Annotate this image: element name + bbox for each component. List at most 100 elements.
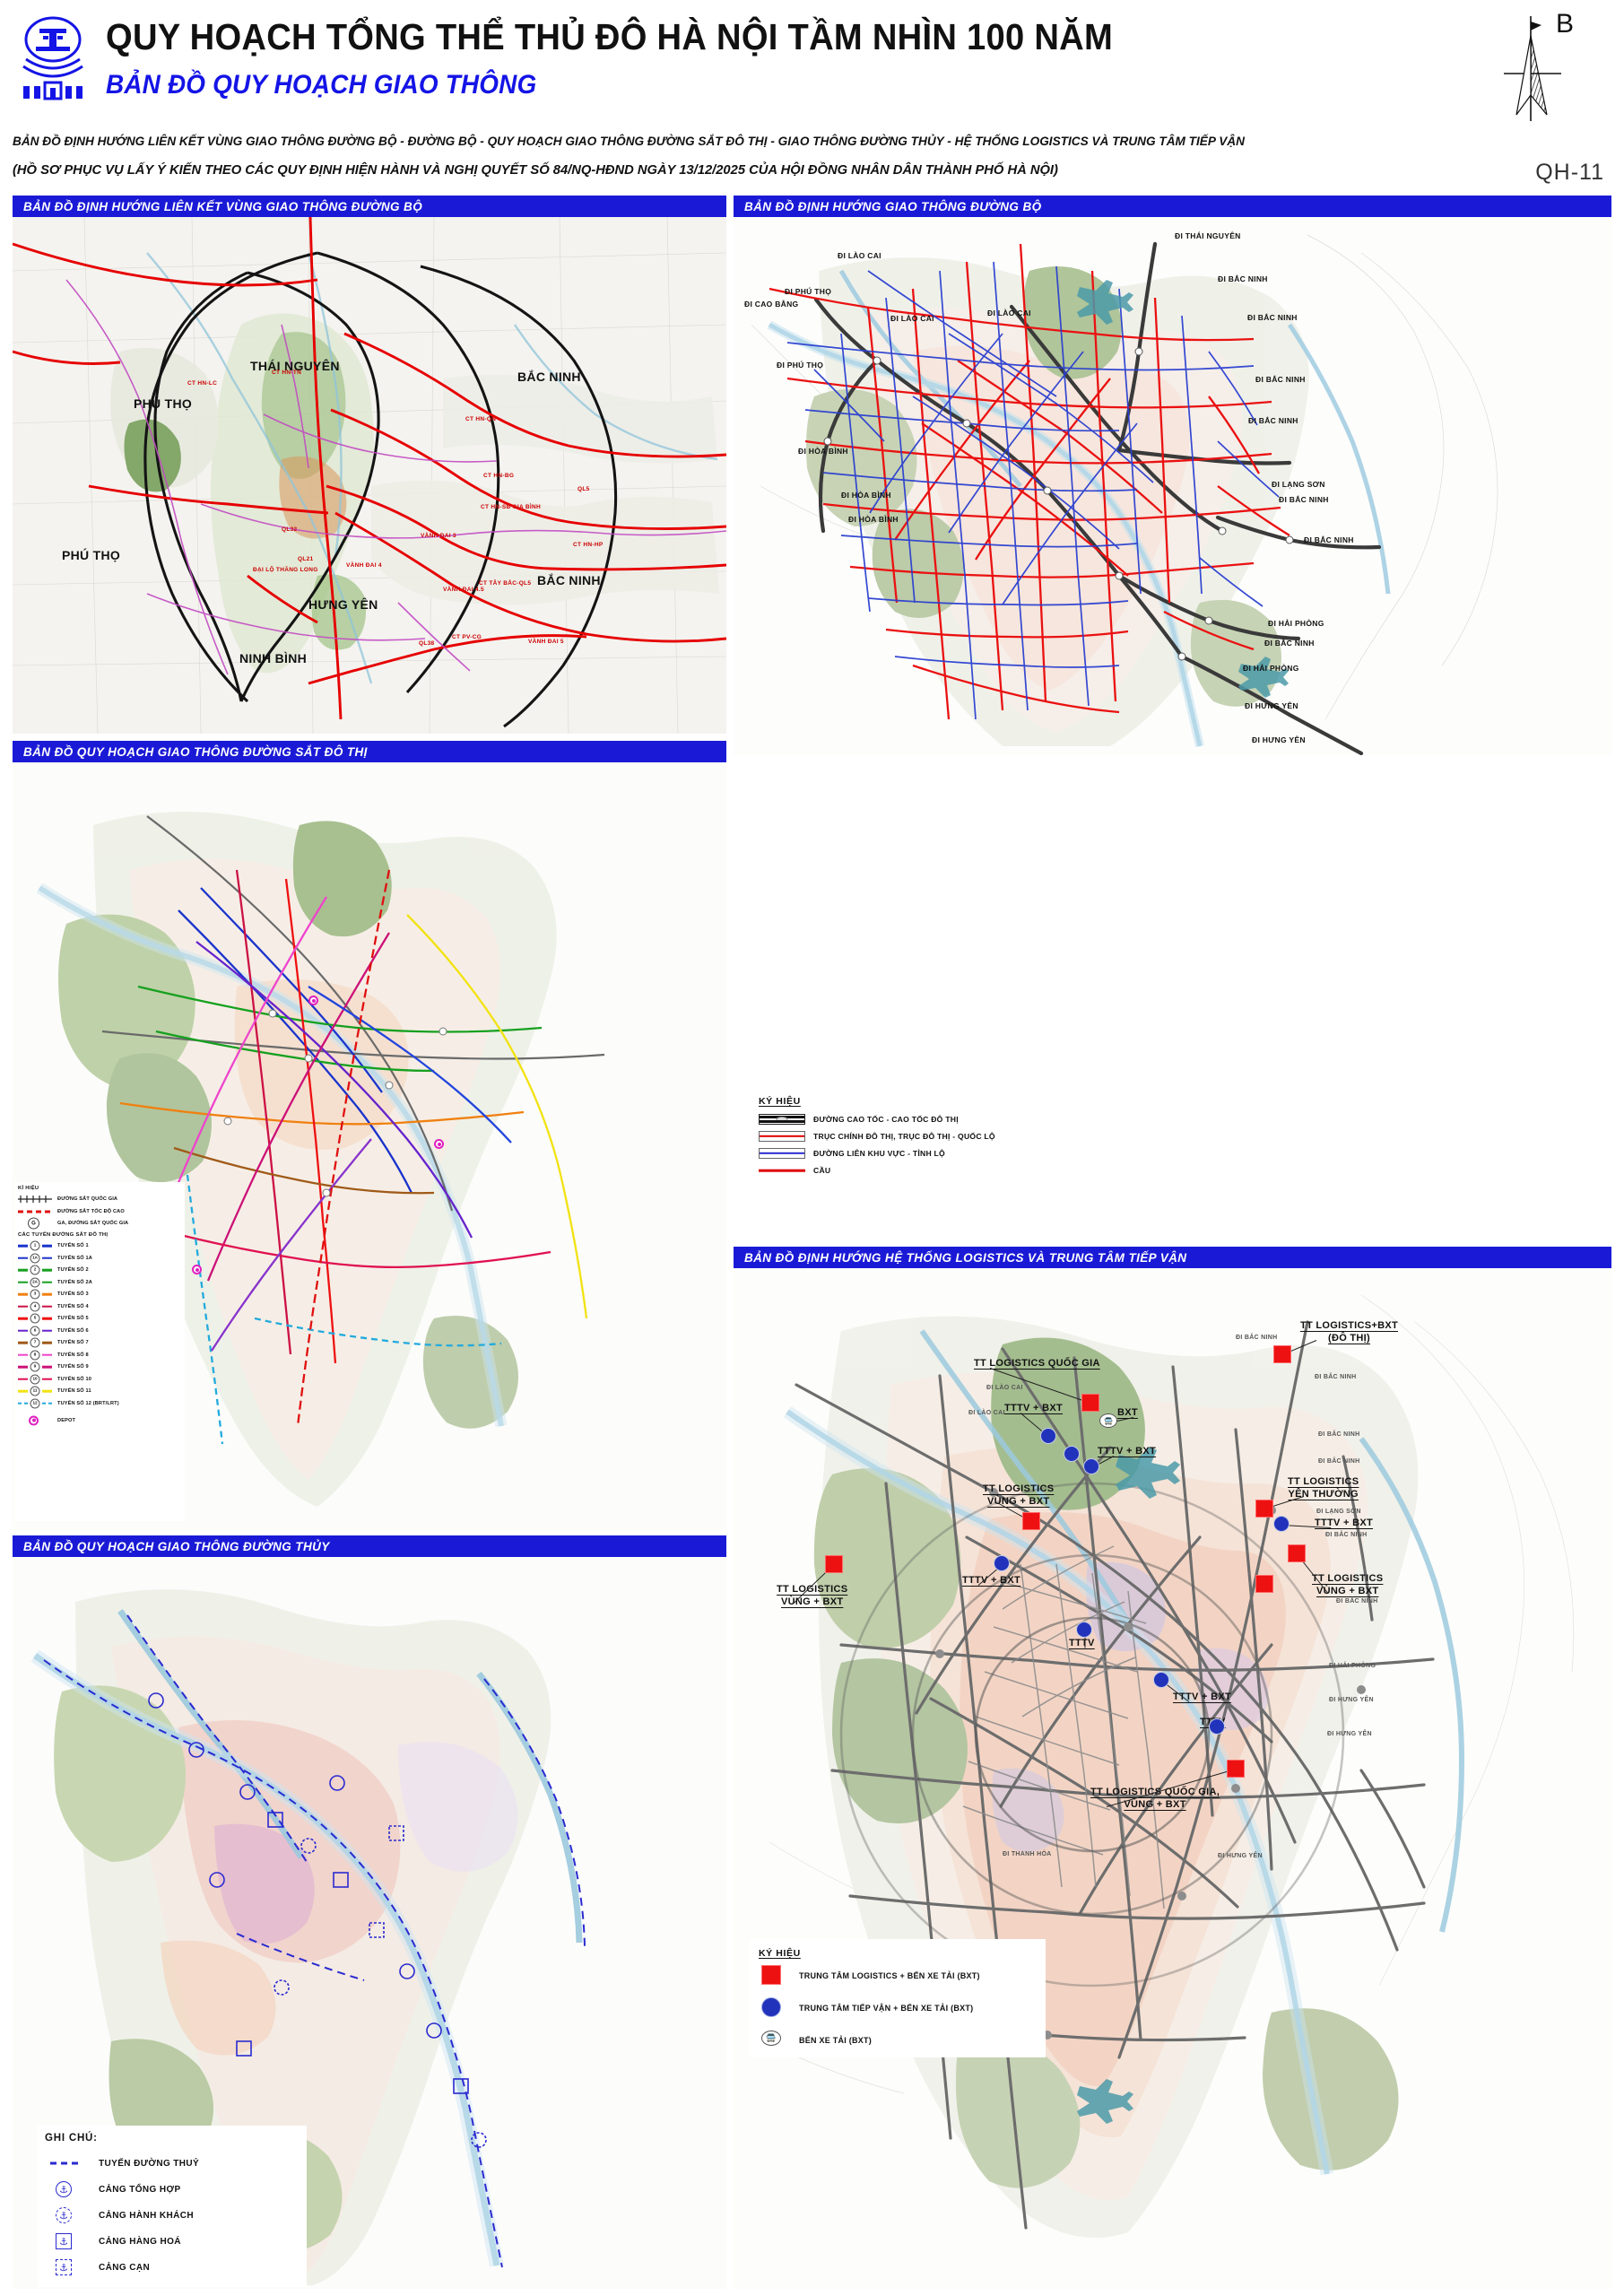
panel-body-metro[interactable] xyxy=(13,762,726,1530)
transit-center-marker[interactable] xyxy=(1273,1516,1290,1532)
logistics-center-marker[interactable] xyxy=(1255,1575,1273,1593)
legend-label-truck-station: BẾN XE TẢI (BXT) xyxy=(799,2036,873,2045)
metro-line-6-symbol-icon: 6 xyxy=(18,1326,52,1336)
passenger-port-icon: ⚓ xyxy=(45,2206,88,2224)
transit-center-marker[interactable] xyxy=(1209,1718,1225,1735)
legend-item-logistics-center: TRUNG TÂM LOGISTICS + BẾN XE TẢI (BXT) xyxy=(759,1965,1037,1987)
legend-item-transit-center: TRUNG TÂM TIẾP VẬN + BẾN XE TẢI (BXT) xyxy=(759,1997,1037,2019)
water-map-canvas xyxy=(13,1557,726,2289)
waterway-legend-title: GHI CHÚ: xyxy=(45,2133,98,2144)
legend-label-metro-line-9: TUYẾN SỐ 9 xyxy=(57,1364,89,1370)
metro-line-3-symbol-icon: 3 xyxy=(18,1289,52,1300)
metro-map-canvas xyxy=(13,762,726,1530)
logistics-legend-title: KÝ HIỆU xyxy=(759,1948,801,1959)
transit-center-marker[interactable] xyxy=(1040,1428,1056,1444)
legend-item-metro-line-5: 5 TUYẾN SỐ 5 xyxy=(18,1313,181,1324)
legend-label-regional: ĐƯỜNG LIÊN KHU VỰC - TỈNH LỘ xyxy=(813,1149,945,1158)
regional-road-symbol-icon xyxy=(759,1147,805,1160)
legend-label-metro-line-12: TUYẾN SỐ 12 (BRT/LRT) xyxy=(57,1400,119,1406)
cargo-port-icon: ⚓ xyxy=(45,2232,88,2250)
metro-lines-heading: CÁC TUYẾN ĐƯỜNG SẮT ĐÔ THỊ xyxy=(18,1232,109,1238)
metro-line-7-symbol-icon: 7 xyxy=(18,1337,52,1348)
legend-item-metro-line-2a: 2A TUYẾN SỐ 2A xyxy=(18,1277,181,1288)
legend-item-cargo-port: ⚓ CẢNG HÀNG HOÁ xyxy=(45,2232,300,2250)
poster-header: QUY HOẠCH TỔNG THỂ THỦ ĐÔ HÀ NỘI TẦM NHÌ… xyxy=(0,0,1624,196)
legend-item-passenger-port: ⚓ CẢNG HÀNH KHÁCH xyxy=(45,2206,300,2224)
panel-title-logistics: BẢN ĐỒ ĐỊNH HƯỚNG HỆ THỐNG LOGISTICS VÀ … xyxy=(734,1247,1611,1268)
transit-center-marker[interactable] xyxy=(994,1555,1010,1571)
panel-road-network-map[interactable]: BẢN ĐỒ ĐỊNH HƯỚNG GIAO THÔNG ĐƯỜNG BỘ xyxy=(734,196,1611,752)
logistics-legend: KÝ HIỆU TRUNG TÂM LOGISTICS + BẾN XE TẢI… xyxy=(750,1939,1046,2057)
legend-item-general-port: ⚓ CẢNG TỔNG HỢP xyxy=(45,2180,300,2198)
legend-item-regional: ĐƯỜNG LIÊN KHU VỰC - TỈNH LỘ xyxy=(759,1147,988,1160)
legend-item-depot: DEPOT xyxy=(18,1415,181,1426)
logistics-center-marker[interactable] xyxy=(1273,1345,1291,1363)
panel-logistics-map[interactable]: BẢN ĐỒ ĐỊNH HƯỚNG HỆ THỐNG LOGISTICS VÀ … xyxy=(734,1247,1611,2289)
legend-item-bridge: CẦU xyxy=(759,1164,988,1177)
legend-label-cargo-port: CẢNG HÀNG HOÁ xyxy=(99,2236,181,2247)
logistics-map-canvas xyxy=(734,1268,1611,2289)
logistics-center-marker[interactable] xyxy=(1022,1512,1040,1530)
legend-label-depot: DEPOT xyxy=(57,1417,76,1423)
legend-label-transit-center: TRUNG TÂM TIẾP VẬN + BẾN XE TẢI (BXT) xyxy=(799,2004,974,2013)
panel-urban-rail-map[interactable]: BẢN ĐỒ QUY HOẠCH GIAO THÔNG ĐƯỜNG SẮT ĐÔ… xyxy=(13,741,726,1530)
legend-label-arterial: TRỤC CHÍNH ĐÔ THỊ, TRỤC ĐÔ THỊ - QUỐC LỘ xyxy=(813,1132,995,1141)
metro-line-1a-symbol-icon: 1A xyxy=(18,1253,52,1264)
legend-label-metro-line-10: TUYẾN SỐ 10 xyxy=(57,1376,92,1382)
metro-legend-title: KÍ HIỆU xyxy=(18,1186,39,1191)
logistics-center-marker[interactable] xyxy=(1255,1500,1273,1518)
legend-label-waterway-line: TUYẾN ĐƯỜNG THUỶ xyxy=(99,2158,200,2169)
legend-label-metro-line-4: TUYẾN SỐ 4 xyxy=(57,1303,89,1309)
transit-center-marker[interactable] xyxy=(1153,1672,1169,1688)
logistics-square-icon xyxy=(759,1965,791,1987)
truck-station-marker[interactable]: 🚍 xyxy=(1099,1413,1117,1428)
legend-item-truck-station: 🚍 BẾN XE TẢI (BXT) xyxy=(759,2030,1037,2051)
legend-item-highspeed-rail: ĐƯỜNG SẮT TỐC ĐỘ CAO xyxy=(18,1206,181,1217)
legend-label-metro-line-3: TUYẾN SỐ 3 xyxy=(57,1292,89,1297)
panel-body-logistics[interactable]: 🚍 TT LOGISTICS+BXT (ĐÔ THỊ) TT LOGISTICS Q… xyxy=(734,1268,1611,2289)
panel-body-water[interactable] xyxy=(13,1557,726,2289)
legend-item-arterial: TRỤC CHÍNH ĐÔ THỊ, TRỤC ĐÔ THỊ - QUỐC LỘ xyxy=(759,1130,995,1143)
panel-title-metro: BẢN ĐỒ QUY HOẠCH GIAO THÔNG ĐƯỜNG SẮT ĐÔ… xyxy=(13,741,726,762)
legend-label-passenger-port: CẢNG HÀNH KHÁCH xyxy=(99,2210,194,2221)
waterway-legend: GHI CHÚ: TUYẾN ĐƯỜNG THUỶ ⚓ CẢNG TỔNG HỢ… xyxy=(38,2126,307,2287)
road-legend: KÝ HIỆU ĐƯỜNG CAO TỐC - CAO TỐC ĐÔ THỊ T… xyxy=(750,1088,997,1203)
panel-waterway-map[interactable]: BẢN ĐỒ QUY HOẠCH GIAO THÔNG ĐƯỜNG THỦY xyxy=(13,1535,726,2289)
transit-center-marker[interactable] xyxy=(1064,1446,1080,1462)
transit-center-marker[interactable] xyxy=(1076,1622,1092,1638)
legend-label-metro-line-7: TUYẾN SỐ 7 xyxy=(57,1340,89,1345)
legend-item-metro-line-8: 8 TUYẾN SỐ 8 xyxy=(18,1350,181,1361)
metro-line-5-symbol-icon: 5 xyxy=(18,1313,52,1324)
sheet-code: QH-11 xyxy=(1535,160,1604,185)
metro-line-legend-items: 1 TUYẾN SỐ 1 1A TUYẾN SỐ 1A 2 TUYẾN SỐ 2 2A TUY… xyxy=(18,1240,181,1409)
legend-label-highspeed-rail: ĐƯỜNG SẮT TỐC ĐỘ CAO xyxy=(57,1208,125,1214)
logistics-center-marker[interactable] xyxy=(1288,1544,1306,1562)
legend-item-metro-line-3: 3 TUYẾN SỐ 3 xyxy=(18,1289,181,1300)
compass-north-icon: B xyxy=(1479,9,1577,126)
logistics-center-marker[interactable] xyxy=(825,1555,843,1573)
hanoi-planning-logo xyxy=(13,13,93,102)
logistics-center-marker[interactable] xyxy=(1227,1760,1245,1778)
legend-label-station: GA, ĐƯỜNG SẮT QUỐC GIA xyxy=(57,1221,129,1226)
svg-text:B: B xyxy=(1556,9,1574,39)
panel-title-regional: BẢN ĐỒ ĐỊNH HƯỚNG LIÊN KẾT VÙNG GIAO THÔ… xyxy=(13,196,726,217)
legend-item-national-rail: ĐƯỜNG SẮT QUỐC GIA xyxy=(18,1194,181,1205)
header-description-line-1: BẢN ĐỒ ĐỊNH HƯỚNG LIÊN KẾT VÙNG GIAO THÔ… xyxy=(13,135,1245,149)
panel-title-road: BẢN ĐỒ ĐỊNH HƯỚNG GIAO THÔNG ĐƯỜNG BỘ xyxy=(734,196,1611,217)
legend-item-metro-line-6: 6 TUYẾN SỐ 6 xyxy=(18,1326,181,1336)
metro-line-1-symbol-icon: 1 xyxy=(18,1240,52,1251)
logistics-center-marker[interactable] xyxy=(1081,1394,1099,1412)
arterial-symbol-icon xyxy=(759,1130,805,1143)
legend-item-metro-line-4: 4 TUYẾN SỐ 4 xyxy=(18,1301,181,1312)
panel-body-regional[interactable]: THÁI NGUYÊN BẮC NINH PHÚ THỌ BẮC NINH PHÚ TH… xyxy=(13,217,726,734)
road-legend-items: ĐƯỜNG CAO TỐC - CAO TỐC ĐÔ THỊ TRỤC CHÍN… xyxy=(759,1113,995,1177)
transit-center-marker[interactable] xyxy=(1083,1458,1099,1474)
legend-label-metro-line-11: TUYẾN SỐ 11 xyxy=(57,1388,91,1394)
highspeed-rail-symbol-icon xyxy=(18,1206,52,1217)
panel-regional-road-link-map[interactable]: BẢN ĐỒ ĐỊNH HƯỚNG LIÊN KẾT VÙNG GIAO THÔ… xyxy=(13,196,726,734)
legend-item-metro-line-9: 9 TUYẾN SỐ 9 xyxy=(18,1361,181,1372)
transit-circle-icon xyxy=(759,1997,791,2019)
legend-item-dry-port: ⚓ CẢNG CẠN xyxy=(45,2258,300,2276)
metro-line-2-symbol-icon: 2 xyxy=(18,1265,52,1275)
